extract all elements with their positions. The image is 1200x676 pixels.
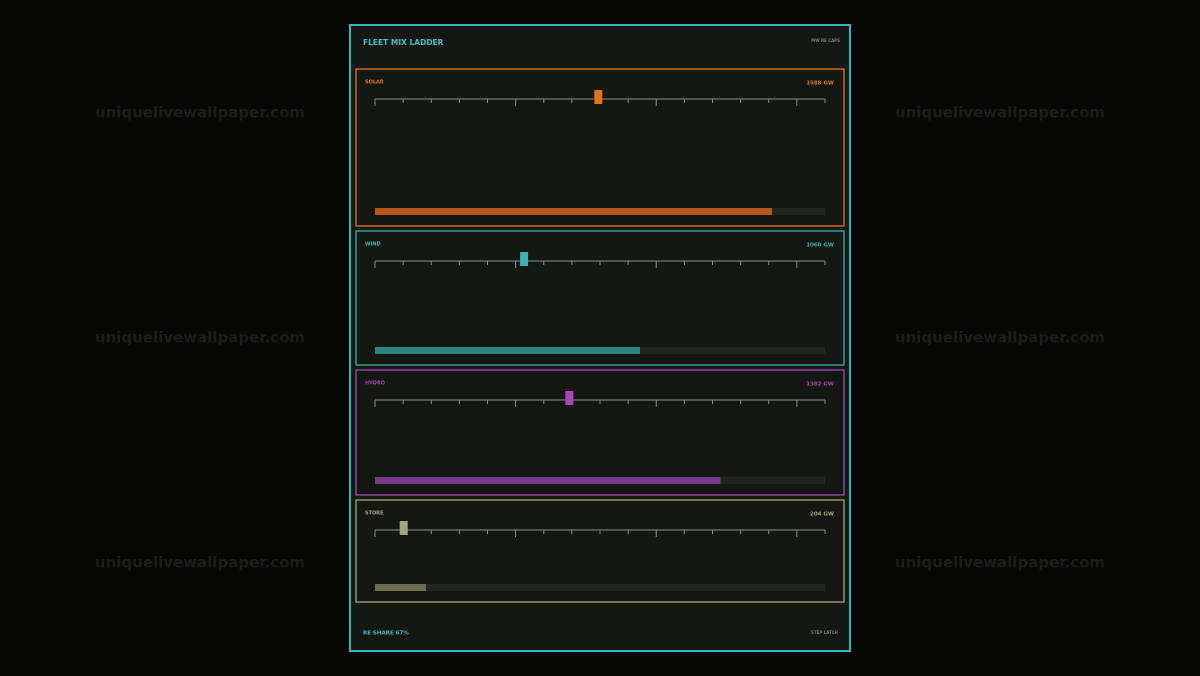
ladder-marker bbox=[594, 90, 603, 104]
panel-tag: MW RE CAPS bbox=[811, 38, 840, 43]
bar bbox=[375, 477, 721, 484]
section-frame bbox=[355, 230, 845, 366]
footer-mode: STEP LATCH bbox=[811, 630, 838, 635]
section-name: WIND bbox=[365, 242, 381, 248]
footer-share: RE SHARE 67% bbox=[363, 631, 409, 637]
watermark: uniquelivewallpaper.com bbox=[895, 554, 1105, 572]
panel bbox=[349, 24, 851, 652]
watermark: uniquelivewallpaper.com bbox=[95, 554, 305, 572]
section-name: STORE bbox=[365, 511, 384, 517]
section-value: 1060 GW bbox=[806, 243, 834, 249]
section-value: 1588 GW bbox=[806, 81, 834, 87]
ladder-marker bbox=[565, 391, 574, 405]
section-frame bbox=[355, 499, 845, 603]
ladder-marker bbox=[520, 252, 529, 266]
watermark: uniquelivewallpaper.com bbox=[95, 104, 305, 122]
watermark: uniquelivewallpaper.com bbox=[95, 329, 305, 347]
section-value: 1382 GW bbox=[806, 382, 834, 388]
section-frame bbox=[355, 68, 845, 227]
watermark: uniquelivewallpaper.com bbox=[895, 329, 1105, 347]
watermark: uniquelivewallpaper.com bbox=[895, 104, 1105, 122]
section-name: HYDRO bbox=[365, 381, 385, 387]
panel-title: FLEET MIX LADDER bbox=[363, 38, 444, 47]
section-value: 204 GW bbox=[810, 512, 834, 518]
section-name: SOLAR bbox=[365, 80, 384, 86]
section-frame bbox=[355, 369, 845, 496]
bar bbox=[375, 208, 772, 215]
bar bbox=[375, 584, 426, 591]
bar bbox=[375, 347, 640, 354]
bar-track bbox=[375, 584, 825, 591]
ladder-marker bbox=[399, 521, 408, 535]
